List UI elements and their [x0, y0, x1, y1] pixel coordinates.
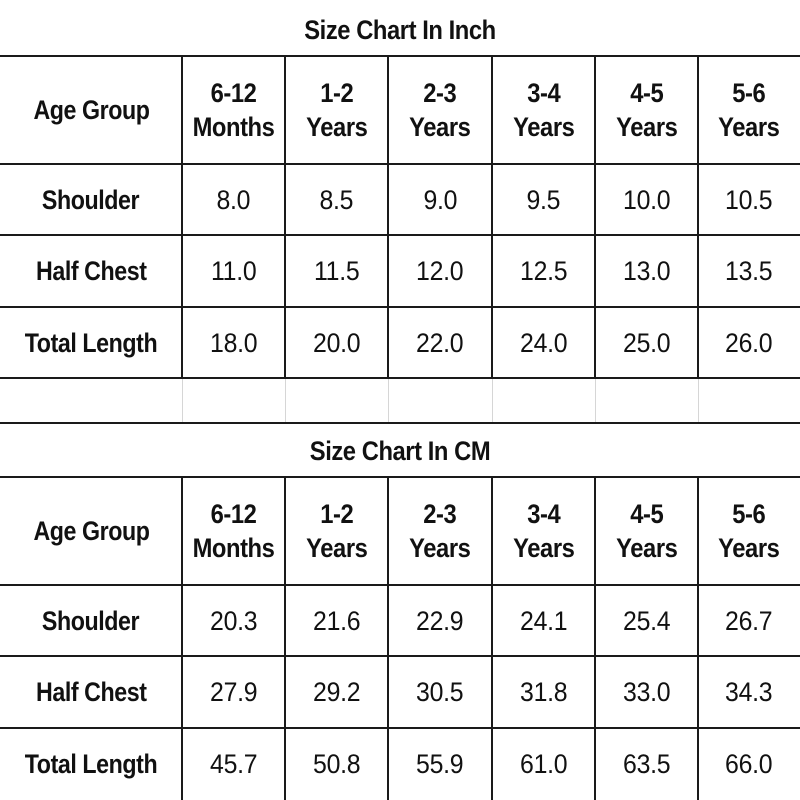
inch-col-header-4: 3-4 Years: [512, 78, 575, 142]
cm-cell: 55.9: [416, 749, 464, 780]
gridline: [491, 55, 493, 379]
inch-cell: 18.0: [209, 328, 258, 359]
gridline: [594, 476, 596, 800]
inch-col-header-2: 1-2 Years: [305, 78, 368, 142]
gridline: [594, 55, 596, 379]
gridline: [387, 55, 389, 379]
inch-cell: 22.0: [416, 328, 464, 359]
inch-cell: 12.0: [416, 256, 464, 287]
gridline: [697, 476, 699, 800]
cm-cell: 20.3: [209, 606, 258, 637]
inch-cell: 8.0: [216, 185, 251, 216]
gridline: [0, 655, 800, 657]
inch-row-label-shoulder: Shoulder: [42, 185, 140, 216]
cm-col-header-4: 3-4 Years: [512, 499, 575, 563]
spacer-gridline: [182, 379, 183, 422]
gridline: [0, 163, 800, 165]
cm-cell: 61.0: [519, 749, 568, 780]
cm-col-header-5: 4-5 Years: [615, 499, 678, 563]
inch-cell: 25.0: [622, 328, 671, 359]
inch-cell: 24.0: [519, 328, 568, 359]
inch-cell: 11.5: [313, 256, 360, 287]
inch-cell: 10.5: [725, 185, 773, 216]
cm-row-label-total-length: Total Length: [24, 749, 158, 780]
cm-cell: 63.5: [622, 749, 671, 780]
cm-cell: 21.6: [312, 606, 361, 637]
gridline: [0, 727, 800, 729]
inch-cell: 13.5: [725, 256, 773, 287]
cm-cell: 31.8: [519, 677, 568, 708]
gridline: [0, 55, 800, 57]
inch-cell: 9.5: [526, 185, 561, 216]
spacer-gridline: [492, 379, 493, 422]
gridline: [284, 55, 286, 379]
cm-row-label-half-chest: Half Chest: [35, 677, 147, 708]
cm-cell: 45.7: [209, 749, 258, 780]
cm-cell: 24.1: [519, 606, 568, 637]
cm-row-label-shoulder: Shoulder: [42, 606, 140, 637]
cm-cell: 30.5: [416, 677, 464, 708]
cm-cell: 25.4: [622, 606, 671, 637]
inch-cell: 10.0: [622, 185, 671, 216]
cm-cell: 27.9: [209, 677, 258, 708]
gridline: [0, 377, 800, 379]
spacer-gridline: [595, 379, 596, 422]
cm-cell: 50.8: [312, 749, 361, 780]
cm-cell: 66.0: [725, 749, 773, 780]
inch-cell: 20.0: [312, 328, 361, 359]
cm-cell: 33.0: [622, 677, 671, 708]
spacer-gridline: [285, 379, 286, 422]
inch-cell: 26.0: [725, 328, 773, 359]
inch-table-title: Size Chart In Inch: [304, 15, 496, 46]
cm-cell: 26.7: [725, 606, 773, 637]
gridline: [181, 55, 183, 379]
inch-col-header-1: 6-12 Months: [192, 78, 275, 142]
cm-col-header-3: 2-3 Years: [409, 499, 471, 563]
cm-col-header-6: 5-6 Years: [718, 499, 780, 563]
gridline: [284, 476, 286, 800]
cm-col-header-2: 1-2 Years: [305, 499, 368, 563]
inch-col-header-3: 2-3 Years: [409, 78, 471, 142]
inch-col-header-6: 5-6 Years: [718, 78, 780, 142]
gridline: [0, 584, 800, 586]
gridline: [0, 234, 800, 236]
cm-col-header-1: 6-12 Months: [192, 499, 275, 563]
gridline: [387, 476, 389, 800]
inch-cell: 12.5: [519, 256, 568, 287]
spacer-gridline: [388, 379, 389, 422]
gridline: [0, 422, 800, 424]
gridline: [491, 476, 493, 800]
inch-row-label-half-chest: Half Chest: [35, 256, 147, 287]
cm-cell: 34.3: [725, 677, 773, 708]
inch-row-label-total-length: Total Length: [24, 328, 158, 359]
gridline: [0, 306, 800, 308]
cm-cell: 29.2: [312, 677, 361, 708]
gridline: [181, 476, 183, 800]
spacer-gridline: [698, 379, 699, 422]
inch-cell: 9.0: [423, 185, 457, 216]
cm-age-group-label: Age Group: [32, 516, 150, 547]
inch-cell: 11.0: [210, 256, 257, 287]
cm-cell: 22.9: [416, 606, 464, 637]
inch-col-header-5: 4-5 Years: [615, 78, 678, 142]
inch-cell: 8.5: [319, 185, 354, 216]
cm-table-title: Size Chart In CM: [309, 436, 491, 467]
inch-age-group-label: Age Group: [32, 95, 150, 126]
gridline: [0, 476, 800, 478]
gridline: [697, 55, 699, 379]
inch-cell: 13.0: [622, 256, 671, 287]
